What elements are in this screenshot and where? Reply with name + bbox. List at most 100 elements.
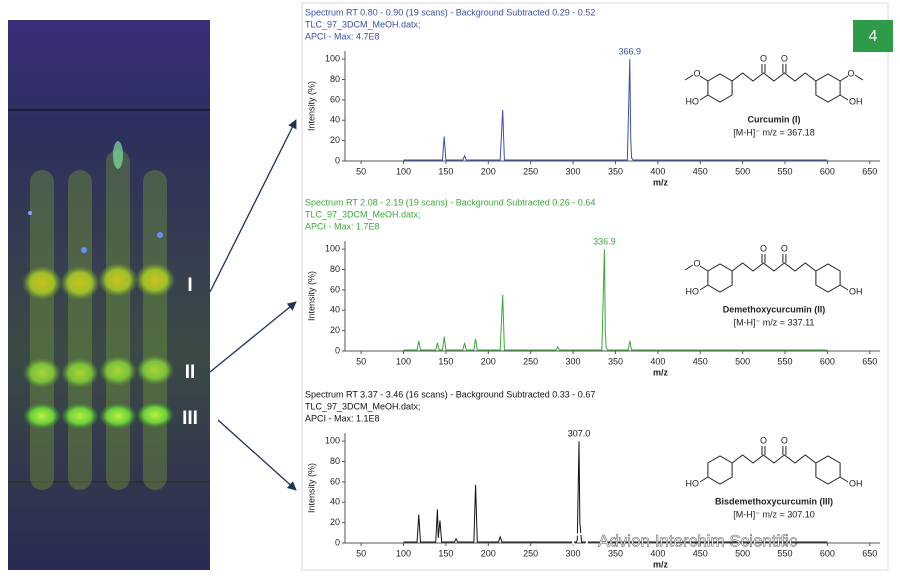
x-axis-label: m/z: [653, 559, 669, 569]
x-tick-label: 550: [778, 356, 793, 366]
x-tick-label: 200: [481, 356, 496, 366]
compound-name: Curcumin (I): [748, 114, 801, 124]
x-tick-label: 450: [693, 356, 708, 366]
x-tick-label: 100: [396, 166, 411, 176]
bond: [699, 94, 709, 101]
x-tick-label: 650: [862, 356, 877, 366]
x-tick-label: 350: [608, 356, 623, 366]
plate-label: I: [187, 275, 192, 296]
y-tick-label: 20: [330, 517, 340, 527]
bond: [839, 284, 849, 291]
y-tick-label: 80: [330, 456, 340, 466]
x-tick-label: 500: [735, 356, 750, 366]
spectrum-header: APCI - Max: 1.7E8: [305, 221, 380, 231]
spectrum-line: [403, 249, 828, 351]
compound-name: Demethoxycurcumin (II): [723, 304, 826, 314]
y-tick-label: 60: [330, 476, 340, 486]
y-tick-label: 100: [325, 436, 340, 446]
plate-label: III: [182, 408, 198, 429]
x-tick-label: 300: [566, 356, 581, 366]
x-tick-label: 150: [438, 166, 453, 176]
panel-border: [301, 2, 889, 571]
y-tick-label: 100: [325, 244, 340, 254]
atom-label: O: [693, 68, 700, 78]
x-tick-label: 500: [735, 166, 750, 176]
spectrum-header: TLC_97_3DCM_MeOH.datx;: [305, 401, 421, 411]
atom-label: HO: [686, 478, 700, 488]
atom-label: OH: [849, 286, 863, 296]
plate-label: II: [185, 362, 196, 383]
x-tick-label: 600: [820, 166, 835, 176]
x-tick-label: 400: [650, 356, 665, 366]
atom-label: HO: [686, 286, 700, 296]
peak-label: 307.0: [568, 429, 591, 439]
badge: [853, 20, 893, 52]
x-tick-label: 250: [523, 356, 538, 366]
x-tick-label: 600: [820, 356, 835, 366]
y-tick-label: 60: [330, 94, 340, 104]
atom-label: O: [760, 243, 767, 253]
atom-label: O: [693, 258, 700, 268]
bond: [684, 74, 694, 81]
x-tick-label: 50: [356, 166, 366, 176]
ring: [707, 263, 733, 293]
ring: [707, 455, 733, 485]
y-tick-label: 0: [335, 537, 340, 547]
compound-mz: [M-H]⁻ m/z = 367.18: [733, 127, 815, 137]
x-axis-label: m/z: [653, 367, 669, 377]
bond: [699, 75, 709, 82]
y-tick-label: 20: [330, 135, 340, 145]
x-tick-label: 100: [396, 356, 411, 366]
x-tick-label: 550: [778, 166, 793, 176]
x-tick-label: 200: [481, 548, 496, 558]
atom-label: O: [781, 435, 788, 445]
atom-label: O: [760, 53, 767, 63]
atom-label: O: [760, 435, 767, 445]
x-tick-label: 550: [778, 548, 793, 558]
x-tick-label: 150: [438, 356, 453, 366]
x-tick-label: 150: [438, 548, 453, 558]
bond: [684, 264, 694, 271]
x-tick-label: 300: [566, 548, 581, 558]
y-axis-label: Intensity (%): [306, 271, 316, 321]
x-axis-label: m/z: [653, 177, 669, 187]
atom-label: HO: [686, 96, 700, 106]
y-tick-label: 40: [330, 115, 340, 125]
spectrum-header: TLC_97_3DCM_MeOH.datx;: [305, 19, 421, 29]
compound-mz: [M-H]⁻ m/z = 307.10: [733, 509, 815, 519]
y-tick-label: 0: [335, 345, 340, 355]
x-tick-label: 100: [396, 548, 411, 558]
x-tick-label: 350: [608, 548, 623, 558]
watermark-text: Advion Interchim Scientific: [598, 531, 798, 550]
x-tick-label: 200: [481, 166, 496, 176]
x-tick-label: 650: [862, 166, 877, 176]
x-tick-label: 650: [862, 548, 877, 558]
spectrum-line: [403, 441, 828, 543]
chain: [731, 454, 817, 464]
ring: [707, 73, 733, 103]
atom-label: O: [781, 243, 788, 253]
bond: [699, 265, 709, 272]
ring: [815, 263, 841, 293]
compound-name: Bisdemethoxycurcumin (III): [715, 496, 833, 506]
atom-label: OH: [849, 478, 863, 488]
y-axis-label: Intensity (%): [306, 81, 316, 131]
peak-label: 366.9: [619, 47, 642, 57]
spectrum-header: APCI - Max: 4.7E8: [305, 31, 380, 41]
x-tick-label: 600: [820, 548, 835, 558]
x-tick-label: 450: [693, 548, 708, 558]
y-tick-label: 60: [330, 284, 340, 294]
bond: [839, 476, 849, 483]
spectrum-header: TLC_97_3DCM_MeOH.datx;: [305, 209, 421, 219]
spectrum-header: Spectrum RT 3.37 - 3.46 (16 scans) - Bac…: [305, 389, 595, 399]
atom-label: O: [847, 68, 854, 78]
x-tick-label: 400: [650, 166, 665, 176]
y-axis-label: Intensity (%): [306, 463, 316, 513]
spectra: Spectrum RT 0.80 - 0.90 (19 scans) - Bac…: [305, 7, 880, 569]
x-tick-label: 450: [693, 166, 708, 176]
bond: [839, 75, 849, 82]
chain: [731, 262, 817, 272]
y-tick-label: 20: [330, 325, 340, 335]
x-tick-label: 350: [608, 166, 623, 176]
y-tick-label: 80: [330, 74, 340, 84]
